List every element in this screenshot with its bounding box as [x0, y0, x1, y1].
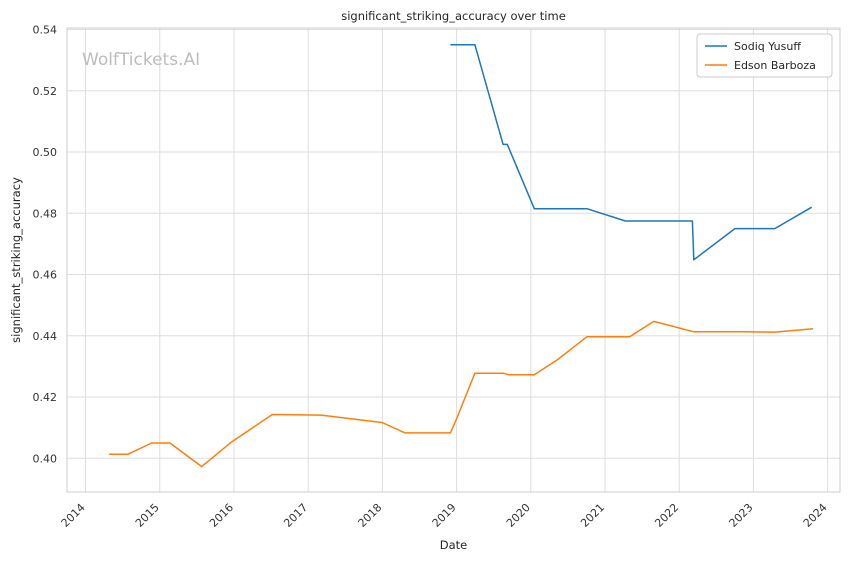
legend: Sodiq Yusuff Edson Barboza — [696, 33, 833, 78]
grid-lines — [67, 28, 840, 492]
chart-title: significant_striking_accuracy over time — [341, 9, 566, 23]
plot-frame — [66, 27, 841, 493]
y-tick-label: 0.54 — [33, 24, 58, 37]
axis-spines — [66, 27, 841, 493]
series-line-1 — [109, 320, 814, 468]
series-line-0 — [450, 44, 813, 261]
y-tick-label: 0.40 — [33, 452, 58, 465]
legend-box — [696, 33, 833, 78]
legend-label: Sodiq Yusuff — [734, 40, 801, 53]
y-axis-label: significant_striking_accuracy — [9, 177, 23, 343]
series-lines — [109, 44, 814, 468]
plot-area — [67, 28, 840, 492]
y-tick-label: 0.46 — [33, 269, 58, 282]
y-tick-label: 0.44 — [33, 330, 58, 343]
legend-label: Edson Barboza — [734, 59, 816, 72]
y-tick-label: 0.48 — [33, 207, 58, 220]
y-tick-label: 0.52 — [33, 85, 58, 98]
y-tick-labels: 0.40 0.42 0.44 0.46 0.48 0.50 0.52 0.54 — [33, 24, 58, 466]
y-tick-label: 0.50 — [33, 146, 58, 159]
x-axis-label: Date — [440, 538, 468, 552]
watermark: WolfTickets.AI — [82, 50, 200, 70]
y-tick-label: 0.42 — [33, 391, 58, 404]
